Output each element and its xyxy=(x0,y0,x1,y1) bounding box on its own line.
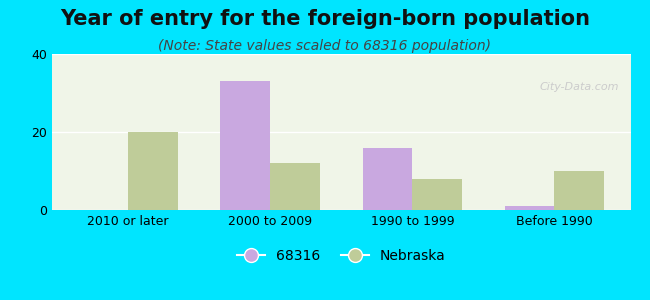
Bar xyxy=(363,148,412,210)
Bar xyxy=(504,206,554,210)
Legend: 68316, Nebraska: 68316, Nebraska xyxy=(231,244,451,268)
Text: Year of entry for the foreign-born population: Year of entry for the foreign-born popul… xyxy=(60,9,590,29)
Bar xyxy=(220,81,270,210)
Bar xyxy=(128,132,178,210)
Bar xyxy=(412,179,462,210)
Text: (Note: State values scaled to 68316 population): (Note: State values scaled to 68316 popu… xyxy=(159,39,491,53)
Bar xyxy=(270,163,320,210)
Bar xyxy=(554,171,604,210)
Text: City-Data.com: City-Data.com xyxy=(540,82,619,92)
